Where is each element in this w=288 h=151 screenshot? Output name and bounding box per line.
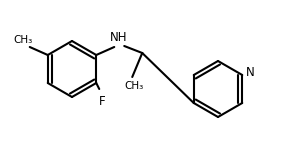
Text: NH: NH	[109, 31, 127, 44]
Text: CH₃: CH₃	[13, 35, 32, 45]
Text: CH₃: CH₃	[125, 81, 144, 91]
Text: F: F	[99, 95, 106, 108]
Text: N: N	[246, 66, 255, 79]
